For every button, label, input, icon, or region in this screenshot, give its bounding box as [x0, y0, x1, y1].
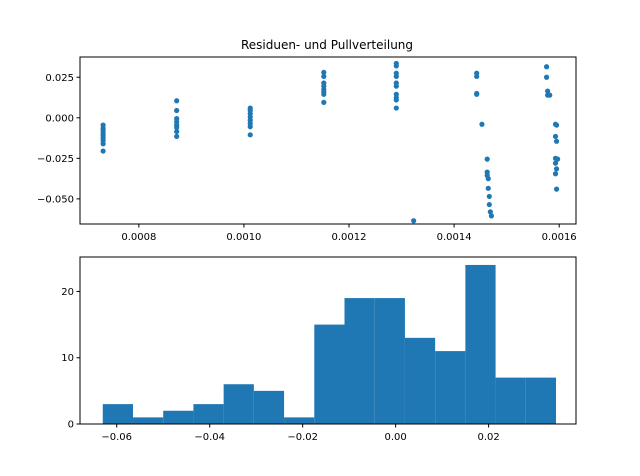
scatter-point: [411, 218, 417, 224]
scatter-point: [553, 122, 560, 128]
histogram-bar: [404, 337, 436, 424]
histogram-y-tick-label: 20: [61, 287, 74, 298]
scatter-point: [486, 201, 492, 208]
scatter-y-tick-label: 0.000: [45, 113, 74, 124]
scatter-x-tick-label: 0.0016: [542, 232, 577, 243]
scatter-point: [488, 213, 495, 219]
scatter-point: [486, 193, 492, 200]
histogram-bar: [223, 384, 254, 424]
scatter-point: [393, 105, 399, 111]
scatter-point: [174, 107, 180, 114]
scatter-point: [321, 69, 327, 76]
histogram-bar: [193, 404, 224, 424]
scatter-point: [474, 73, 480, 80]
scatter-point: [174, 128, 180, 135]
chart-title: Residuen- und Pullverteilung: [241, 38, 413, 52]
histogram-x-tick-label: −0.04: [194, 432, 225, 443]
histogram-x-tick-label: 0.02: [477, 432, 499, 443]
scatter-y-tick-label: −0.025: [37, 154, 74, 165]
scatter-plot: 0.0008 0.0010 0.0012 0.0014 0.0016 0.025 0.000…: [37, 56, 577, 243]
scatter-point: [479, 121, 485, 127]
scatter-point: [174, 98, 180, 104]
scatter-point: [393, 83, 399, 89]
scatter-point: [553, 166, 560, 172]
scatter-y-tick-label: 0.025: [45, 73, 74, 84]
histogram-y-tick-label: 0: [68, 420, 74, 431]
histogram-axes-frame: [79, 256, 577, 425]
histogram-bar: [374, 298, 405, 424]
histogram-bar: [495, 377, 526, 424]
scatter-point: [485, 185, 491, 191]
scatter-point: [393, 73, 399, 80]
scatter-point: [247, 132, 253, 138]
histogram-y-tick-label: 10: [61, 353, 74, 364]
scatter-y-tick-label: −0.050: [37, 194, 74, 205]
scatter-point: [321, 91, 327, 97]
histogram-bar: [102, 404, 133, 424]
histogram-bar: [163, 410, 194, 424]
scatter-x-tick-label: 0.0014: [437, 232, 472, 243]
scatter-point: [543, 74, 550, 80]
scatter-point: [321, 99, 327, 105]
scatter-point: [321, 73, 327, 80]
scatter-point: [393, 63, 399, 69]
scatter-point: [552, 160, 559, 166]
scatter-point: [174, 124, 180, 131]
scatter-point: [545, 88, 551, 94]
scatter-point: [552, 133, 559, 140]
histogram-plot: −0.06 −0.04 −0.02 0.00 0.02 0 10 20: [61, 256, 577, 443]
scatter-point: [474, 91, 480, 97]
scatter-point: [553, 138, 560, 144]
scatter-point: [555, 156, 561, 162]
scatter-point: [100, 148, 106, 154]
scatter-point: [547, 92, 553, 98]
scatter-point: [247, 124, 253, 130]
scatter-point: [552, 171, 559, 177]
histogram-x-tick-label: 0.00: [385, 432, 407, 443]
scatter-axes-frame: [79, 56, 577, 225]
histogram-bar: [314, 324, 345, 424]
histogram-bar: [344, 298, 375, 424]
histogram-bar: [525, 377, 557, 424]
scatter-x-tick-label: 0.0008: [121, 232, 156, 243]
histogram-bar: [253, 390, 285, 424]
scatter-point: [543, 64, 550, 70]
histogram-bar: [284, 417, 315, 424]
histogram-bar: [465, 264, 496, 424]
scatter-point: [100, 141, 106, 147]
scatter-point: [174, 133, 180, 140]
scatter-x-tick-label: 0.0012: [332, 232, 367, 243]
histogram-bar: [435, 351, 466, 424]
scatter-point: [487, 209, 493, 215]
scatter-point: [485, 176, 491, 182]
histogram-x-tick-label: −0.02: [287, 432, 318, 443]
scatter-point: [393, 97, 399, 103]
scatter-point: [484, 156, 490, 162]
scatter-x-tick-label: 0.0010: [226, 232, 261, 243]
histogram-x-tick-label: −0.06: [101, 432, 132, 443]
scatter-point: [553, 186, 560, 192]
histogram-bar: [132, 417, 164, 424]
